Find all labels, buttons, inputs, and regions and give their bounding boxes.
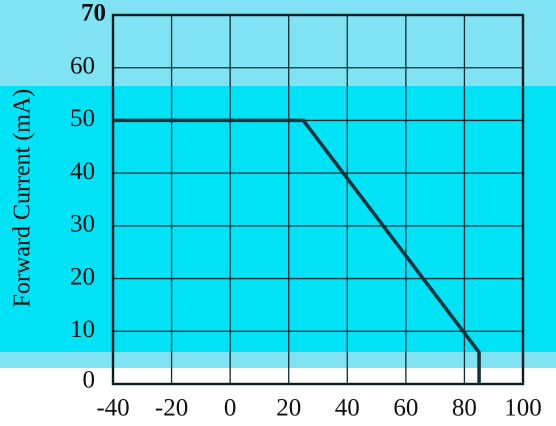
chart-axes bbox=[111, 13, 525, 386]
y-axis-title: Forward Current (mA) bbox=[10, 89, 36, 308]
y-tick-label: 50 bbox=[70, 105, 95, 132]
y-tick-labels: 0 10 20 30 40 50 60 70 bbox=[70, 0, 106, 394]
x-tick-label: 40 bbox=[335, 395, 360, 422]
y-tick-label: 20 bbox=[70, 263, 95, 290]
plot-frame bbox=[111, 13, 525, 386]
y-tick-label: 70 bbox=[81, 0, 106, 27]
x-tick-label: 100 bbox=[504, 395, 542, 422]
y-tick-label: 60 bbox=[70, 52, 95, 79]
series-layer bbox=[113, 118, 481, 384]
background-band-middle bbox=[0, 86, 556, 352]
x-tick-label: 0 bbox=[224, 395, 237, 422]
derating-curve bbox=[113, 118, 481, 384]
x-tick-label: 20 bbox=[276, 395, 301, 422]
x-tick-label: 80 bbox=[452, 395, 477, 422]
x-tick-label: -40 bbox=[96, 395, 129, 422]
background-band-low bbox=[0, 352, 556, 368]
y-tick-label: 10 bbox=[70, 316, 95, 343]
gridlines bbox=[113, 15, 523, 384]
background-band-bottom bbox=[0, 368, 556, 426]
x-tick-label: 60 bbox=[393, 395, 418, 422]
y-tick-label: 0 bbox=[83, 367, 96, 394]
x-tick-labels: -40 -20 0 20 40 60 80 100 bbox=[96, 395, 541, 422]
y-tick-label: 40 bbox=[70, 158, 95, 185]
x-tick-label: -20 bbox=[155, 395, 188, 422]
y-tick-label: 30 bbox=[70, 211, 95, 238]
